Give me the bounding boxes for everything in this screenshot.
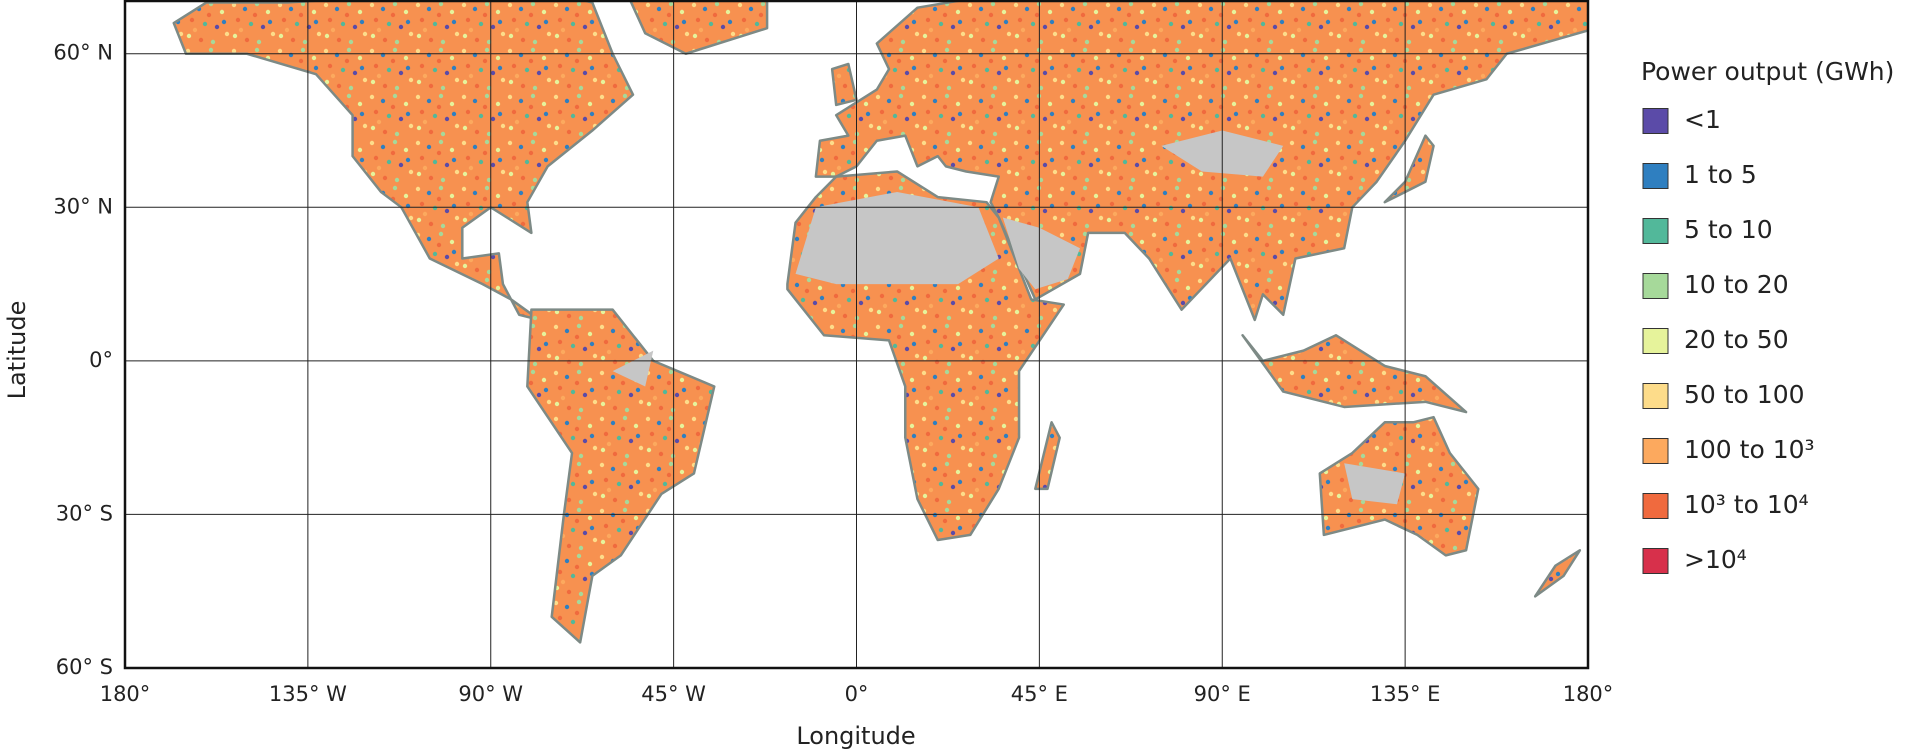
x-tick-label: 135° W	[269, 682, 347, 706]
land	[172, 0, 1588, 644]
legend-swatch	[1642, 218, 1669, 244]
x-tick-label: 180°	[1563, 682, 1614, 706]
y-tick-label: 0°	[89, 348, 113, 372]
legend-swatch	[1642, 328, 1669, 354]
legend-label: 50 to 100	[1684, 380, 1805, 409]
x-axis-label: Longitude	[796, 722, 915, 750]
x-tick-label: 45° W	[641, 682, 706, 706]
legend-label: >10⁴	[1684, 545, 1747, 574]
y-tick-label: 60° N	[53, 41, 113, 65]
legend-label: 5 to 10	[1684, 215, 1773, 244]
legend-swatch	[1642, 493, 1669, 519]
landmass	[1383, 134, 1435, 204]
x-tick-label: 0°	[845, 682, 869, 706]
sparse-area	[1002, 217, 1081, 290]
legend-swatch	[1642, 548, 1669, 574]
legend-label: 10³ to 10⁴	[1684, 490, 1809, 519]
legend-swatch	[1642, 108, 1669, 134]
x-tick-label: 180°	[100, 682, 151, 706]
landmass	[628, 0, 769, 55]
x-tick-label: 135° E	[1370, 682, 1441, 706]
legend-title: Power output (GWh)	[1641, 57, 1894, 86]
legend-swatch	[1642, 163, 1669, 189]
x-tick-label: 90° W	[458, 682, 523, 706]
x-tick-label: 90° E	[1194, 682, 1251, 706]
legend-label: 20 to 50	[1684, 325, 1789, 354]
legend-label: 1 to 5	[1684, 160, 1757, 189]
y-axis-label: Latitude	[3, 301, 31, 400]
legend-label: <1	[1684, 105, 1721, 134]
legend-swatch	[1642, 438, 1669, 464]
y-tick-label: 30° N	[53, 194, 113, 218]
plot-frame	[123, 0, 1590, 670]
y-tick-label: 30° S	[56, 501, 113, 525]
sparse-area	[1344, 463, 1406, 505]
sparse-area	[612, 350, 654, 387]
legend-label: 100 to 10³	[1684, 435, 1815, 464]
landmass	[1241, 334, 1468, 414]
y-tick-label: 60° S	[56, 655, 113, 679]
landmass	[172, 0, 635, 322]
x-tick-label: 45° E	[1011, 682, 1068, 706]
landmass	[1533, 549, 1582, 598]
legend-swatch	[1642, 383, 1669, 409]
landmass	[1034, 421, 1061, 491]
legend-swatch	[1642, 273, 1669, 299]
sparse-area	[795, 191, 999, 285]
landmass	[830, 62, 858, 107]
landmass	[526, 308, 716, 644]
legend-label: 10 to 20	[1684, 270, 1789, 299]
